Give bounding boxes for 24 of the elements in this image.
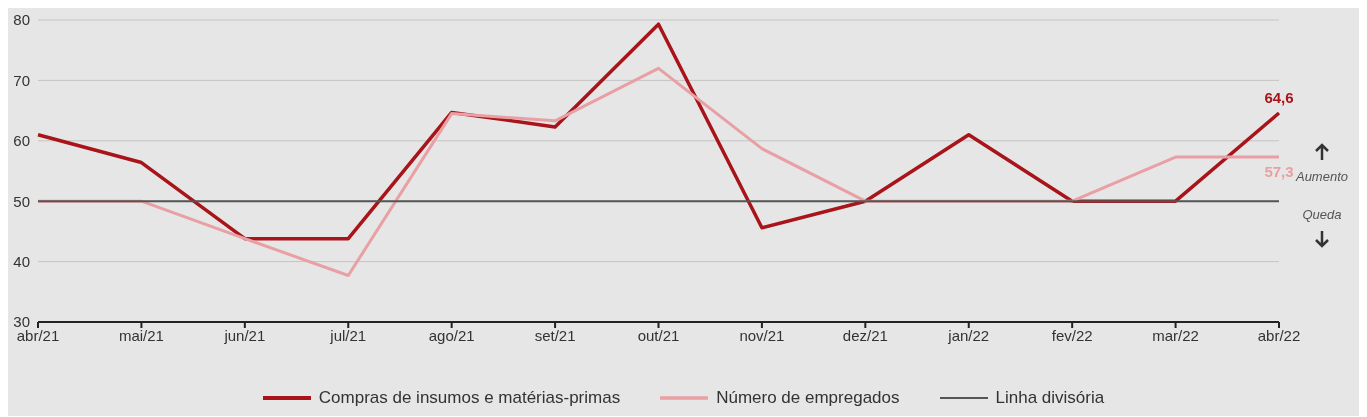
y-tick-label: 80: [13, 11, 30, 29]
y-tick-label: 50: [13, 192, 30, 210]
y-tick-label: 40: [13, 252, 30, 270]
text: Aumento: [1295, 169, 1349, 185]
legend-label: Compras de insumos e matérias-primas: [318, 388, 621, 408]
x-tick-label: set/21: [534, 326, 576, 344]
x-tick-label: nov/21: [739, 326, 785, 344]
x-tick-label: jan/22: [947, 326, 990, 344]
text: Queda: [1301, 207, 1343, 223]
x-tick-label: fev/22: [1051, 326, 1093, 344]
x-tick-label: dez/21: [842, 326, 888, 344]
y-tick-label: 70: [13, 71, 30, 89]
x-tick-label: mar/22: [1152, 326, 1199, 344]
x-tick-label: jul/21: [329, 326, 367, 344]
data-label: 57,3: [1264, 163, 1294, 181]
x-tick-label: abr/22: [1257, 326, 1301, 344]
x-tick-label: out/21: [637, 326, 680, 344]
legend-label: Linha divisória: [995, 388, 1105, 408]
x-tick-label: jun/21: [223, 326, 266, 344]
y-tick-label: 60: [13, 132, 30, 150]
x-tick-label: ago/21: [428, 326, 475, 344]
legend-label: Número de empregados: [716, 388, 900, 408]
data-label: 64,6: [1264, 89, 1294, 107]
x-tick-label: mai/21: [118, 326, 164, 344]
